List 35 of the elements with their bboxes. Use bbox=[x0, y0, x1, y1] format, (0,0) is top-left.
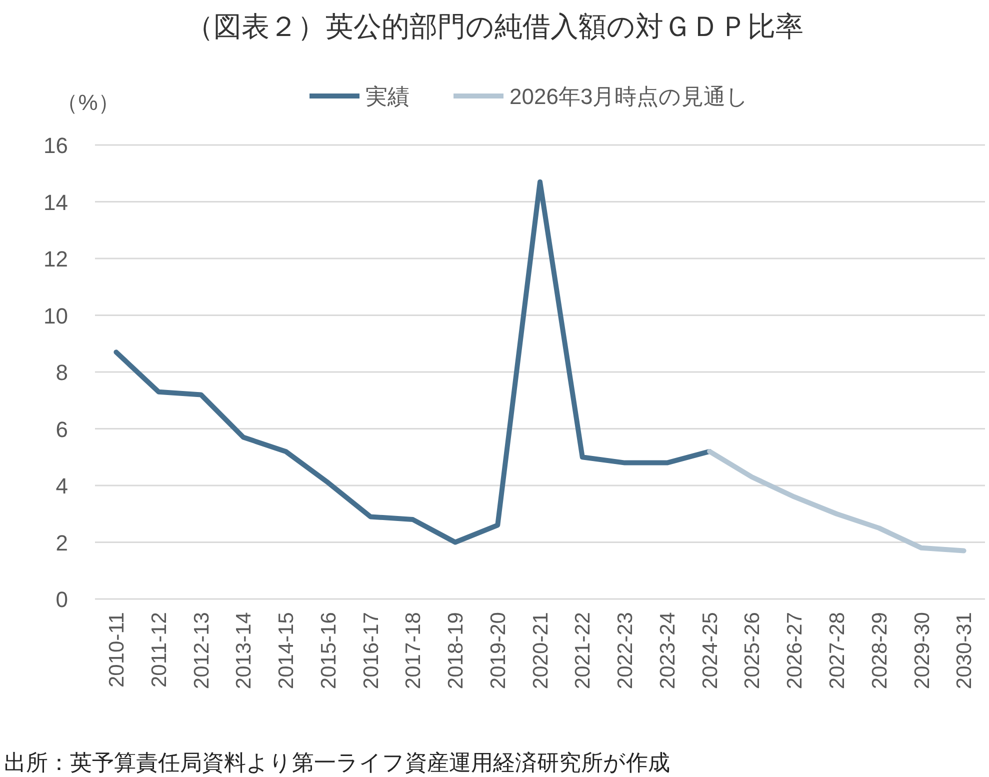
x-tick-label: 2027-28 bbox=[826, 612, 850, 690]
x-tick-label: 2020-21 bbox=[529, 612, 552, 690]
x-tick-label: 2023-24 bbox=[656, 612, 680, 690]
x-tick-label: 2024-25 bbox=[698, 612, 722, 690]
x-tick-label: 2015-16 bbox=[317, 612, 340, 690]
legend-label: 実績 bbox=[366, 84, 410, 109]
chart-title: （図表２）英公的部門の純借入額の対ＧＤＰ比率 bbox=[186, 11, 804, 42]
x-tick-label: 2014-15 bbox=[275, 612, 298, 690]
text: 出所：英予算責任局資料より第一ライフ資産運用経済研究所が作成 bbox=[4, 750, 670, 775]
y-axis-title: （%） bbox=[56, 90, 120, 115]
y-tick-label: 2 bbox=[56, 530, 68, 556]
x-tick-label: 2030-31 bbox=[953, 612, 976, 690]
y-tick-label: 0 bbox=[56, 587, 68, 612]
y-tick-label: 16 bbox=[44, 133, 68, 158]
x-tick-label: 2010-11 bbox=[106, 612, 129, 688]
x-tick-label: 2028-29 bbox=[868, 612, 892, 690]
y-tick-label: 14 bbox=[44, 190, 68, 215]
x-tick-label: 2017-18 bbox=[402, 612, 426, 690]
y-tick-label: 6 bbox=[56, 416, 68, 442]
legend-label: 2026年3月時点の見通し bbox=[510, 84, 749, 109]
y-tick-label: 10 bbox=[44, 303, 68, 328]
x-tick-label: 2026-27 bbox=[784, 612, 807, 690]
x-tick-label: 2011-12 bbox=[148, 612, 171, 688]
x-tick-label: 2025-26 bbox=[741, 612, 764, 690]
x-tick-label: 2029-30 bbox=[910, 612, 934, 690]
x-tick-label: 2018-19 bbox=[444, 612, 468, 690]
x-tick-label: 2021-22 bbox=[572, 612, 595, 690]
x-tick-label: 2012-13 bbox=[190, 612, 214, 690]
x-tick-label: 2019-20 bbox=[486, 612, 510, 690]
x-tick-label: 2022-23 bbox=[614, 612, 638, 690]
x-tick-label: 2013-14 bbox=[232, 612, 256, 690]
y-tick-label: 12 bbox=[44, 246, 68, 272]
y-tick-label: 4 bbox=[56, 474, 68, 498]
x-tick-label: 2016-17 bbox=[360, 612, 383, 690]
y-tick-label: 8 bbox=[56, 360, 68, 385]
